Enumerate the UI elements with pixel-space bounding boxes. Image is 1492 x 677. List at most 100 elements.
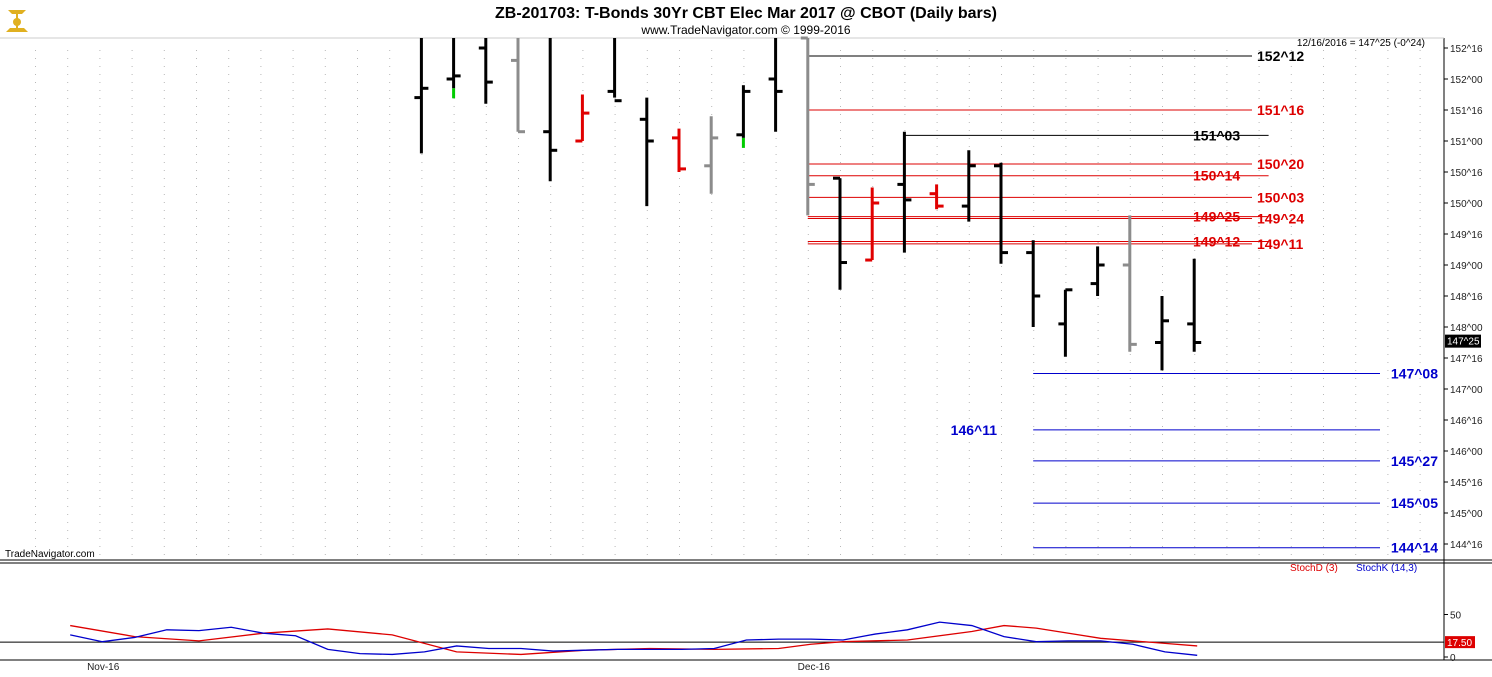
grid-dot	[711, 114, 713, 115]
grid-dot	[646, 242, 648, 243]
grid-dot	[35, 530, 36, 531]
grid-dot	[1162, 466, 1163, 467]
grid-dot	[260, 402, 262, 403]
stoch-series-line	[70, 621, 1198, 656]
grid-dot	[518, 290, 519, 291]
grid-dot	[711, 58, 713, 59]
grid-dot	[518, 450, 519, 451]
grid-dot	[67, 506, 69, 507]
grid-dot	[968, 66, 970, 67]
grid-dot	[1129, 98, 1131, 99]
level-label: 149^25	[1193, 209, 1240, 225]
grid-dot	[1033, 418, 1035, 419]
grid-dot	[775, 450, 777, 451]
grid-dot	[1323, 122, 1324, 123]
grid-dot	[807, 554, 809, 555]
grid-dot	[1001, 522, 1002, 523]
grid-dot	[228, 466, 230, 467]
grid-dot	[743, 458, 745, 459]
grid-dot	[582, 418, 584, 419]
grid-dot	[904, 490, 906, 491]
grid-dot	[35, 394, 36, 395]
grid-dot	[518, 546, 519, 547]
grid-dot	[228, 98, 230, 99]
grid-dot	[389, 498, 391, 499]
grid-dot	[1355, 90, 1357, 91]
grid-dot	[582, 242, 584, 243]
grid-dot	[196, 434, 197, 435]
grid-dot	[1065, 538, 1067, 539]
grid-dot	[324, 218, 326, 219]
grid-dot	[1001, 434, 1002, 435]
grid-dot	[1129, 170, 1131, 171]
grid-dot	[1355, 210, 1357, 211]
grid-dot	[711, 258, 713, 259]
grid-dot	[260, 298, 262, 299]
grid-dot	[1065, 242, 1067, 243]
grid-dot	[1065, 114, 1067, 115]
grid-dot	[1194, 234, 1196, 235]
grid-dot	[582, 474, 584, 475]
grid-dot	[1162, 170, 1163, 171]
grid-dot	[1129, 546, 1131, 547]
grid-dot	[35, 90, 36, 91]
grid-dot	[550, 298, 552, 299]
grid-dot	[1162, 418, 1163, 419]
grid-dot	[35, 282, 36, 283]
grid-dot	[228, 458, 230, 459]
grid-dot	[1226, 170, 1228, 171]
grid-dot	[1033, 394, 1035, 395]
grid-dot	[679, 106, 680, 107]
grid-dot	[389, 218, 391, 219]
grid-dot	[775, 242, 777, 243]
grid-dot	[904, 378, 906, 379]
grid-dot	[582, 194, 584, 195]
grid-dot	[1097, 474, 1099, 475]
grid-dot	[228, 362, 230, 363]
grid-dot	[324, 306, 326, 307]
grid-dot	[1258, 434, 1260, 435]
grid-dot	[421, 250, 423, 251]
grid-dot	[1097, 82, 1099, 83]
grid-dot	[389, 226, 391, 227]
grid-dot	[775, 402, 777, 403]
grid-dot	[389, 322, 391, 323]
grid-dot	[67, 114, 69, 115]
grid-dot	[518, 362, 519, 363]
grid-dot	[1097, 418, 1099, 419]
grid-dot	[968, 434, 970, 435]
grid-dot	[1065, 194, 1067, 195]
grid-dot	[775, 322, 777, 323]
grid-dot	[872, 58, 874, 59]
grid-dot	[292, 514, 294, 515]
grid-dot	[228, 218, 230, 219]
grid-dot	[1097, 146, 1099, 147]
grid-dot	[646, 530, 648, 531]
grid-dot	[614, 138, 616, 139]
grid-dot	[260, 250, 262, 251]
grid-dot	[743, 58, 745, 59]
grid-dot	[518, 386, 519, 387]
grid-dot	[1419, 514, 1421, 515]
grid-dot	[131, 370, 133, 371]
grid-dot	[292, 402, 294, 403]
grid-dot	[1129, 450, 1131, 451]
grid-dot	[1387, 538, 1389, 539]
grid-dot	[1001, 362, 1002, 363]
grid-dot	[582, 482, 584, 483]
grid-dot	[1226, 314, 1228, 315]
grid-dot	[324, 154, 326, 155]
grid-dot	[1419, 410, 1421, 411]
grid-dot	[1162, 258, 1163, 259]
grid-dot	[840, 402, 841, 403]
grid-dot	[1194, 226, 1196, 227]
grid-dot	[1194, 122, 1196, 123]
grid-dot	[936, 338, 938, 339]
grid-dot	[582, 546, 584, 547]
grid-dot	[389, 266, 391, 267]
grid-dot	[1129, 370, 1131, 371]
grid-dot	[389, 98, 391, 99]
grid-dot	[324, 354, 326, 355]
grid-dot	[1129, 402, 1131, 403]
grid-dot	[614, 546, 616, 547]
